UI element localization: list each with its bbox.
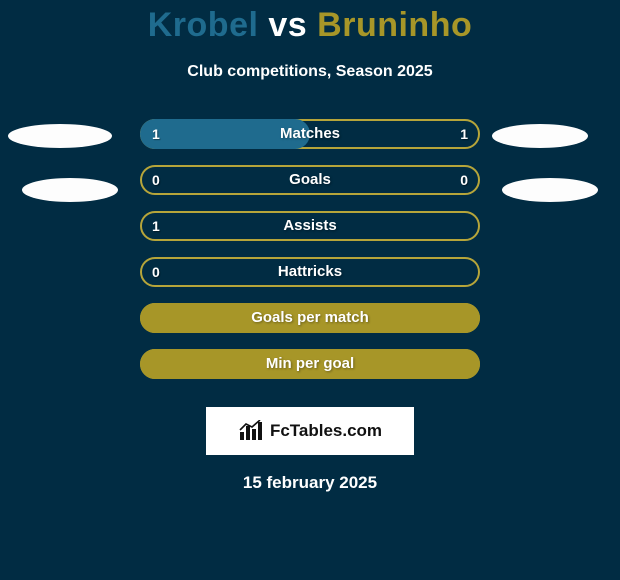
bar-chart-icon — [238, 420, 264, 442]
stat-label: Hattricks — [140, 257, 480, 287]
page-title: Krobel vs Bruninho — [0, 0, 620, 45]
stat-label: Goals per match — [140, 303, 480, 333]
stat-row: Goals per match — [0, 303, 620, 349]
stats-section: 11Matches00Goals1Assists0HattricksGoals … — [0, 119, 620, 395]
stat-row: Min per goal — [0, 349, 620, 395]
title-player2: Bruninho — [317, 6, 472, 44]
stat-label: Assists — [140, 211, 480, 241]
subtitle: Club competitions, Season 2025 — [0, 63, 620, 81]
stat-row: 0Hattricks — [0, 257, 620, 303]
stat-label: Goals — [140, 165, 480, 195]
stat-row: 00Goals — [0, 165, 620, 211]
stat-label: Min per goal — [140, 349, 480, 379]
stat-row: 1Assists — [0, 211, 620, 257]
title-vs: vs — [258, 6, 317, 44]
brand-text: FcTables.com — [270, 421, 382, 441]
stat-label: Matches — [140, 119, 480, 149]
title-player1: Krobel — [148, 6, 259, 44]
stat-row: 11Matches — [0, 119, 620, 165]
brand-badge: FcTables.com — [206, 407, 414, 455]
date-label: 15 february 2025 — [0, 473, 620, 493]
